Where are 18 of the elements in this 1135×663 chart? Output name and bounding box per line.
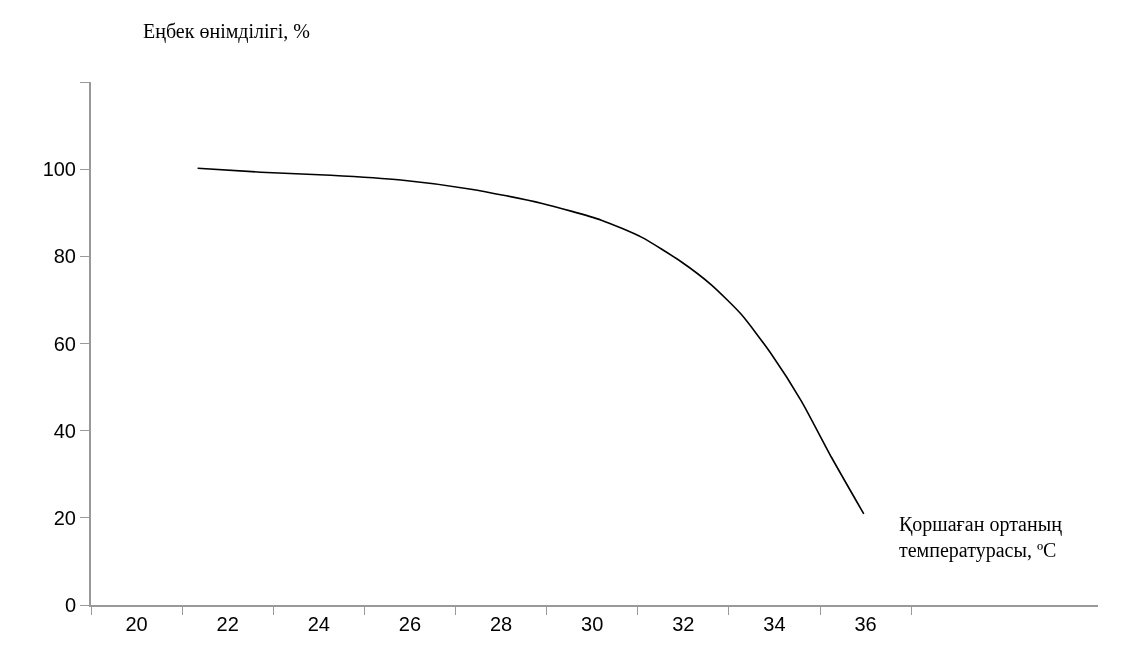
y-tick-label: 80 <box>53 245 76 268</box>
y-tick-label: 100 <box>42 158 76 181</box>
x-tick-label: 32 <box>672 613 695 635</box>
y-tick-label: 60 <box>53 332 76 355</box>
x-axis-title: Қоршаған ортаның температурасы, ºC <box>899 513 1063 562</box>
x-tick-label: 20 <box>125 613 148 635</box>
y-axis-title: Еңбек өнімділігі, % <box>143 20 311 43</box>
x-tick-label: 36 <box>854 613 877 635</box>
y-tick-label: 40 <box>53 419 76 442</box>
x-tick-label: 22 <box>216 613 239 635</box>
x-tick-label: 26 <box>398 613 422 635</box>
y-tick-label: 20 <box>53 506 76 529</box>
x-tick-label: 30 <box>581 613 604 635</box>
x-tick-label: 24 <box>307 613 330 635</box>
line-series <box>196 167 865 515</box>
x-tick-label: 28 <box>489 613 513 635</box>
x-tick-label: 34 <box>763 613 786 635</box>
y-tick-label: 0 <box>64 594 76 616</box>
